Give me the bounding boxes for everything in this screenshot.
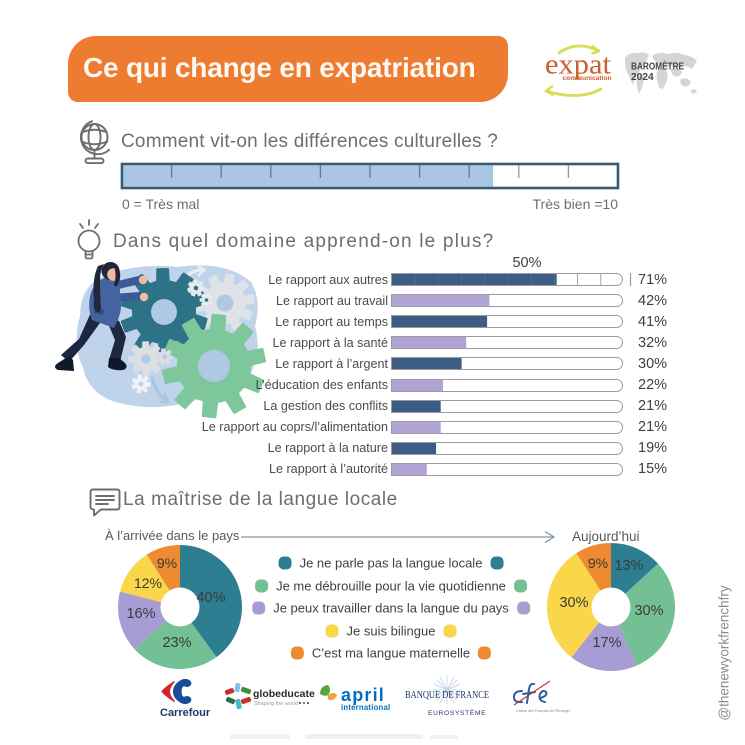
svg-text:BAROMÈTRE: BAROMÈTRE [631, 60, 684, 73]
svg-text:expat: expat [545, 50, 611, 81]
svg-text:2024: 2024 [631, 72, 654, 83]
svg-text:april: april [341, 685, 385, 705]
svg-text:EUROSYSTÈME: EUROSYSTÈME [428, 708, 486, 717]
svg-text:Carrefour: Carrefour [160, 707, 211, 719]
svg-text:Shaping the world: Shaping the world [254, 701, 298, 707]
svg-text:Caisse des Français de l’Étran: Caisse des Français de l’Étranger [516, 708, 570, 713]
svg-text:BANQUE DE FRANCE: BANQUE DE FRANCE [405, 690, 489, 701]
svg-text:international: international [341, 703, 390, 712]
svg-text:communication: communication [563, 75, 612, 82]
svg-text:globeducate: globeducate [253, 688, 315, 700]
